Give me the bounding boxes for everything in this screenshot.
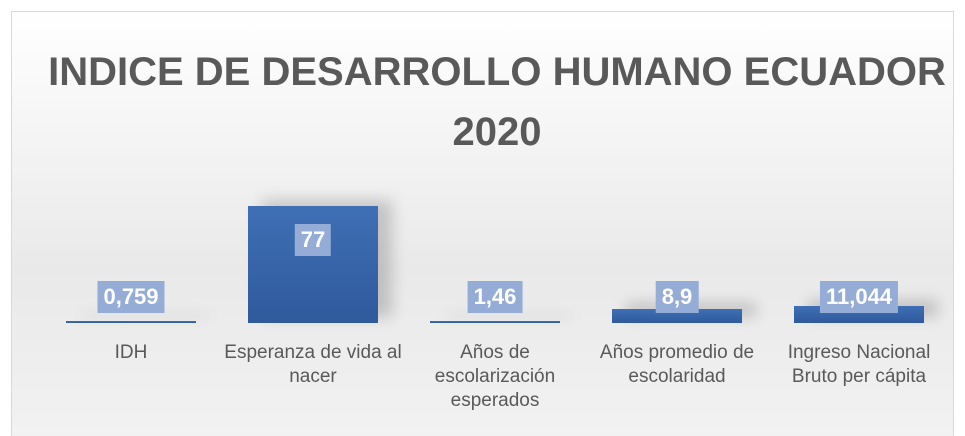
chart-frame [11, 11, 954, 436]
x-tick-label: Años promedio de escolaridad [599, 342, 755, 387]
bar [430, 320, 560, 323]
x-tick-label: IDH [114, 342, 148, 363]
bar [612, 309, 742, 323]
data-label: 77 [294, 224, 332, 256]
x-tick-label: Ingreso Nacional Bruto per cápita [787, 342, 931, 387]
chart-title: INDICE DE DESARROLLO HUMANO ECUADOR 2020 [48, 50, 946, 154]
data-label: 11,044 [819, 281, 899, 313]
bar [66, 321, 196, 323]
x-tick-label: Esperanza de vida al nacer [224, 342, 402, 387]
data-label: 8,9 [655, 281, 699, 313]
data-label: 0,759 [97, 281, 165, 313]
data-label: 1,46 [467, 281, 523, 313]
x-tick-label: Años de escolarización esperados [434, 342, 556, 411]
